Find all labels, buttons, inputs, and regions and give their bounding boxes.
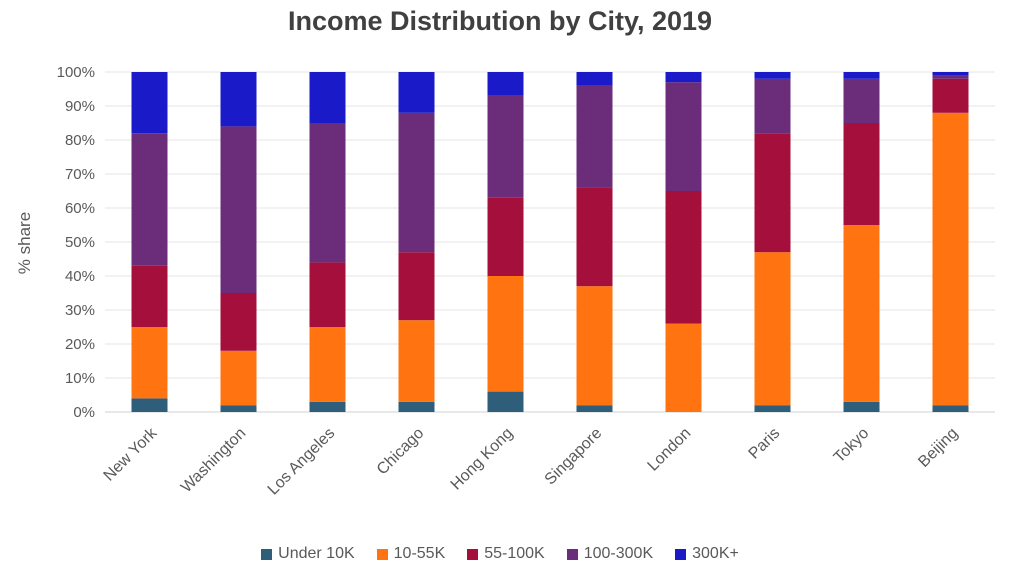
bar-segment (220, 126, 257, 294)
y-tick-label: 80% (65, 132, 95, 149)
x-tick-label: London (645, 425, 695, 475)
legend-label: 300K+ (692, 545, 739, 562)
bar-segment (843, 225, 880, 402)
legend-swatch (467, 548, 479, 560)
bar-segment (309, 262, 346, 327)
bar-segment (754, 72, 791, 79)
legend-item: 100-300K (566, 545, 654, 563)
y-tick-label: 70% (65, 166, 95, 183)
x-tick-label: Los Angeles (265, 425, 339, 499)
y-tick-label: 50% (65, 234, 95, 251)
bar-segment (131, 327, 168, 399)
x-tick-label: New York (101, 424, 162, 485)
legend-swatch (675, 548, 687, 560)
legend-swatch (376, 548, 388, 560)
x-tick-label: Hong Kong (448, 425, 517, 494)
legend-item: 55-100K (467, 545, 545, 563)
legend-item: 300K+ (675, 545, 739, 563)
legend-swatch (566, 548, 578, 560)
y-tick-label: 60% (65, 200, 95, 217)
x-tick-label: Paris (746, 425, 784, 463)
bar-segment (398, 72, 435, 113)
bar-segment (576, 405, 613, 412)
bar-segment (843, 78, 880, 123)
bar-segment (932, 112, 969, 406)
bar-segment (398, 112, 435, 253)
bar-segment (665, 72, 702, 83)
bar-segment (576, 85, 613, 188)
bar-segment (309, 327, 346, 402)
bar-segment (932, 75, 969, 79)
bar-segment (309, 401, 346, 412)
x-tick-label: Singapore (542, 425, 606, 489)
bar-segment (932, 405, 969, 412)
y-tick-label: 10% (65, 370, 95, 387)
y-tick-label: 90% (65, 98, 95, 115)
bar-segment (754, 252, 791, 406)
bar-segment (398, 252, 435, 321)
bar-segment (665, 82, 702, 191)
bar-segment (309, 72, 346, 123)
y-tick-label: 30% (65, 302, 95, 319)
stacked-bar-chart: 0% 10% 20% 30% 40% 50% 60% 70% 80% 90% 100% New Yo… (15, 64, 995, 498)
y-tick-label: 0% (73, 404, 95, 421)
chart-title: Income Distribution by City, 2019 (287, 6, 713, 36)
x-tick-label: Chicago (374, 425, 428, 479)
legend-item: 10-55K (376, 545, 446, 563)
bar-segment (754, 78, 791, 134)
bar-segment (932, 72, 969, 76)
bar-segment (576, 286, 613, 406)
bar-segment (487, 72, 524, 96)
bar-segment (131, 265, 168, 327)
bar-segment (665, 323, 702, 412)
bar-segment (843, 401, 880, 412)
y-tick-label: 20% (65, 336, 95, 353)
y-axis-ticks: 0% 10% 20% 30% 40% 50% 60% 70% 80% 90% 100% (57, 64, 95, 421)
bar-segment (398, 401, 435, 412)
bar-segment (220, 72, 257, 127)
bar-segment (665, 191, 702, 324)
bar-segment (220, 350, 257, 406)
bar-segment (487, 391, 524, 412)
legend-label: Under 10K (278, 545, 355, 562)
legend-label: 100-300K (583, 545, 654, 562)
legend-label: 10-55K (393, 545, 446, 562)
bar-segment (754, 405, 791, 412)
x-tick-label: Tokyo (831, 425, 873, 467)
bar-segment (398, 320, 435, 402)
legend: Under 10K 10-55K 55-100K 100-300K 300K+ (0, 545, 1000, 563)
bar-segment (487, 276, 524, 392)
bar-segment (843, 123, 880, 225)
x-tick-label: Washington (178, 425, 249, 496)
bar-segment (487, 197, 524, 276)
bar-segment (932, 78, 969, 113)
bars (131, 72, 969, 412)
bar-segment (487, 95, 524, 198)
bar-segment (220, 405, 257, 412)
bar-segment (220, 293, 257, 351)
bar-segment (754, 133, 791, 253)
legend-label: 55-100K (484, 545, 545, 562)
bar-segment (131, 72, 168, 134)
legend-swatch (261, 548, 273, 560)
bar-segment (309, 123, 346, 263)
x-axis-labels: New York Washington Los Angeles Chicago Hong… (101, 424, 962, 498)
legend-item: Under 10K (261, 545, 355, 563)
y-tick-label: 100% (57, 64, 95, 81)
y-axis-title: % share (15, 212, 34, 274)
bar-segment (131, 133, 168, 266)
bar-segment (131, 398, 168, 412)
bar-segment (576, 72, 613, 86)
x-tick-label: Beijing (915, 425, 961, 471)
bar-segment (576, 187, 613, 287)
y-tick-label: 40% (65, 268, 95, 285)
bar-segment (843, 72, 880, 79)
